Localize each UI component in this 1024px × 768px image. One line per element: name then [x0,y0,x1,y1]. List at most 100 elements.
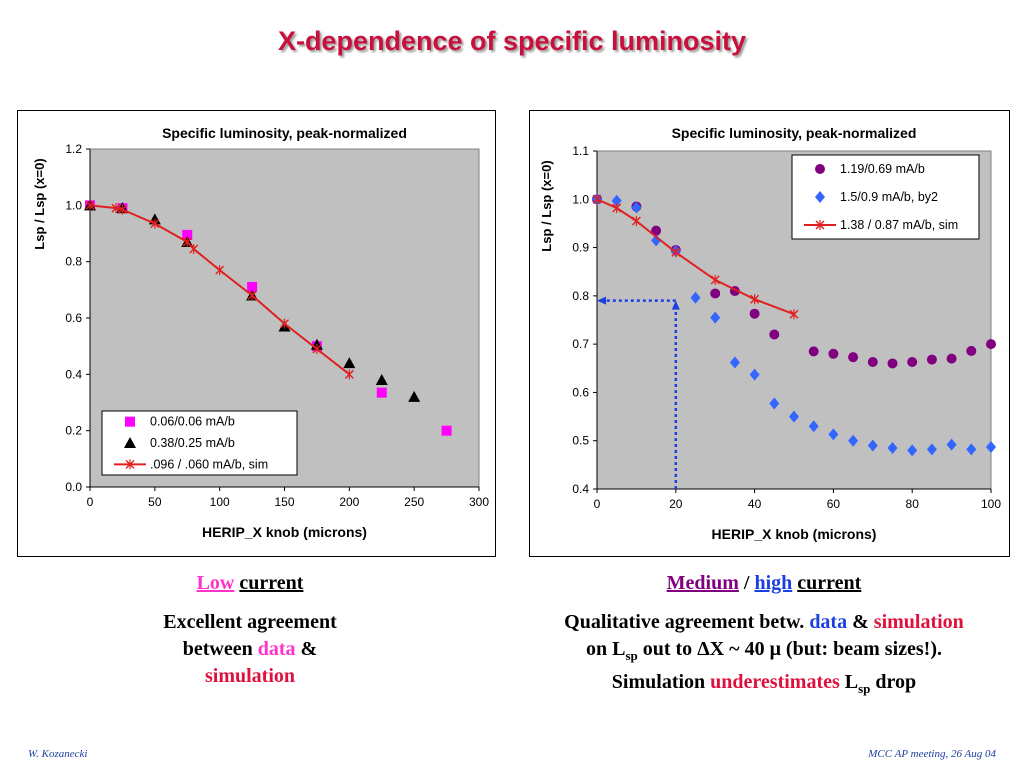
data-point [710,311,721,324]
data-point [375,373,388,385]
legend-label: 1.19/0.69 mA/b [840,162,925,176]
right-chart: Specific luminosity, peak-normalized 0.4 0… [539,125,1001,542]
x-tick-label: 40 [748,497,762,511]
data-point [848,352,859,363]
series-2 [592,194,799,320]
data-point [808,346,819,357]
series-2 [85,200,354,380]
series-1 [592,193,996,457]
legend-marker [125,416,135,427]
t2b: out to [637,638,698,660]
data-point [344,369,354,380]
data-point [651,225,662,236]
text-amp: & [295,638,318,660]
data-point [312,343,322,354]
data-point [789,309,799,320]
left-caption-heading: Low current [100,572,400,595]
chart-title: Specific luminosity, peak-normalized [672,125,917,141]
legend: 1.19/0.69 mA/b 1.5/0.9 mA/b, by2 1.38 / 0.… [791,154,980,240]
legend-marker [815,164,825,174]
x-tick-label: 150 [274,495,294,509]
data-point [986,339,996,350]
footer-author: W. Kozanecki [28,748,88,760]
x-tick-label: 200 [339,495,359,509]
data-point [887,358,898,369]
data-point [671,247,681,258]
left-chart: Specific luminosity, peak-normalized 0.0 0… [32,125,489,540]
t2d: (but: beam sizes!). [780,638,943,660]
medium-word: Medium [666,572,739,594]
y-tick-label: 0.9 [572,241,589,255]
left-chart-panel: Specific luminosity, peak-normalized 0.0 0… [17,110,496,557]
high-word: high [754,572,793,594]
t3a: Simulation [611,671,711,693]
data-point [769,329,780,340]
y-tick-label: 0.5 [572,434,589,448]
data-point [946,438,957,451]
y-tick-label: 0.2 [65,424,82,438]
data-point [189,243,199,254]
delta-symbol: Δ [697,638,710,660]
data-point [631,216,641,227]
data-point [150,218,160,229]
x-tick-label: 300 [469,495,489,509]
t1a: Qualitative agreement betw. [564,611,810,633]
data-point [215,265,225,276]
x-axis-label: HERIP_X knob (microns) [202,524,367,540]
legend-label: 1.5/0.9 mA/b, by2 [840,190,938,204]
data-point [848,434,859,447]
y-axis-label: Lsp / Lsp (x=0) [539,160,554,251]
t2a: on L [585,638,626,660]
x-tick-label: 60 [827,497,841,511]
y-tick-label: 1.1 [572,144,589,158]
data-point [441,425,452,436]
data-point [729,356,740,369]
data-point [907,444,918,457]
current-word: current [239,572,304,594]
y-tick-label: 1.0 [65,198,82,212]
data-point [867,357,878,368]
data-point [611,194,622,207]
data-point [749,368,760,381]
data-point [651,234,662,247]
x-tick-label: 250 [404,495,424,509]
data-point [182,229,193,240]
data-point [986,440,996,453]
data-point [690,291,701,304]
chart-title: Specific luminosity, peak-normalized [162,125,407,141]
y-tick-label: 0.8 [572,289,589,303]
legend-label: .096 / .060 mA/b, sim [150,457,268,471]
y-tick-label: 0.0 [65,480,82,494]
right-caption-body: Qualitative agreement betw. data & simul… [510,609,1018,702]
legend-marker [815,220,825,230]
y-tick-label: 0.7 [572,337,589,351]
data-point [85,200,95,211]
t1b: data [809,611,848,633]
up-arrowhead [671,300,680,310]
data-point [828,428,839,441]
data-point [789,410,799,423]
data-point [343,357,356,369]
t3b: underestimates [710,671,840,693]
y-tick-label: 0.4 [572,482,589,496]
data-point [710,288,721,299]
footer-meeting: MCC AP meeting, 26 Aug 04 [868,748,996,760]
t2c: X ~ 40 [709,638,770,660]
x-tick-label: 80 [906,497,920,511]
data-point [408,390,421,402]
data-point [769,397,780,410]
left-caption-body: Excellent agreement between data & simul… [100,609,400,690]
y-tick-label: 1.2 [65,142,82,156]
low-word: Low [196,572,235,594]
y-tick-label: 0.6 [65,311,82,325]
t3c: L [839,671,859,693]
x-tick-label: 100 [210,495,230,509]
text-data: data [257,638,296,660]
mu-symbol: μ [769,638,781,660]
legend-marker [815,191,825,203]
t1c: & [847,611,874,633]
t3sub: sp [858,681,871,696]
data-point [247,282,258,293]
y-tick-label: 0.6 [572,385,589,399]
right-caption-heading: Medium / high current [510,572,1018,595]
